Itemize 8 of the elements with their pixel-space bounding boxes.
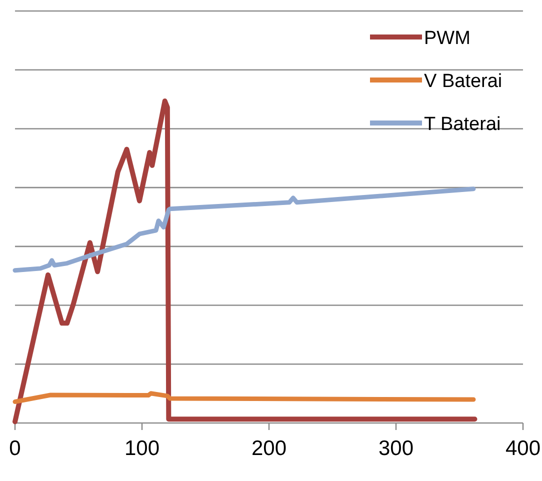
x-tick-label: 100 bbox=[124, 437, 160, 460]
x-tick-label: 400 bbox=[505, 437, 541, 460]
x-tick-label: 200 bbox=[251, 437, 287, 460]
legend-label: T Baterai bbox=[424, 114, 501, 135]
x-tick-label: 300 bbox=[378, 437, 414, 460]
legend-label: PWM bbox=[424, 28, 470, 49]
x-tick-label: 0 bbox=[9, 437, 21, 460]
legend-label: V Baterai bbox=[424, 71, 502, 92]
